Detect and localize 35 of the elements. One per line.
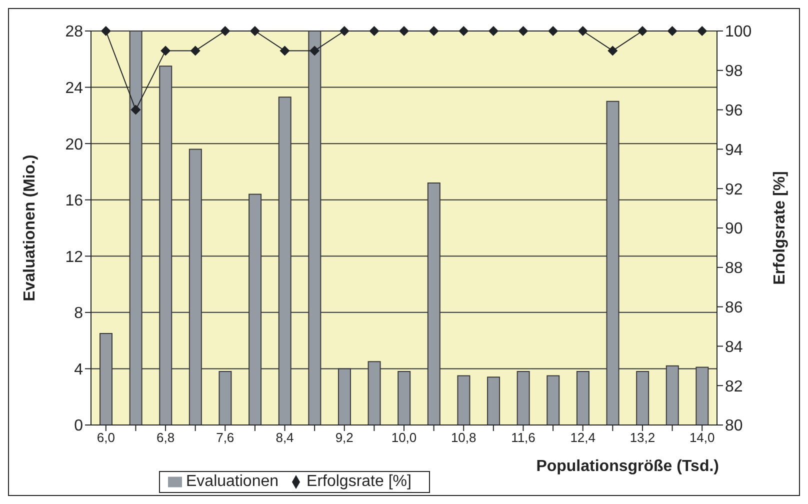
x-tick-label: 8,4	[276, 430, 294, 446]
y2-tick-label: 98	[725, 63, 743, 80]
y2-tick-label: 94	[725, 142, 743, 159]
x-tick-label: 7,6	[216, 430, 234, 446]
y-tick-label: 20	[65, 136, 84, 154]
y2-tick-label: 90	[725, 220, 743, 238]
x-axis-title: Populationsgröße (Tsd.)	[536, 458, 719, 475]
x-tick-label: 9,2	[335, 430, 354, 446]
y2-tick-label: 80	[725, 418, 743, 435]
x-tick-label: 13,2	[630, 430, 656, 446]
y2-tick-label: 88	[725, 260, 743, 278]
x-tick-label: 10,8	[450, 430, 476, 446]
x-tick-label: 12,4	[570, 430, 596, 446]
x-tick-label: 6,8	[156, 430, 175, 446]
y2-tick-label: 96	[725, 102, 743, 120]
y-tick-label: 24	[65, 80, 84, 97]
x-tick-label: 6,0	[96, 430, 115, 446]
legend-label: Evaluationen	[186, 473, 279, 490]
x-tick-label: 10,0	[391, 430, 417, 446]
y2-tick-label: 82	[725, 378, 743, 396]
y2-tick-label: 100	[725, 24, 752, 41]
y2-axis-title: Erfolgsrate [%]	[772, 171, 789, 285]
y-tick-label: 8	[74, 305, 84, 322]
legend-label: Erfolgsrate [%]	[306, 473, 412, 490]
y2-tick-label: 92	[725, 181, 743, 198]
y-tick-label: 16	[65, 192, 84, 210]
y-tick-label: 28	[65, 24, 84, 41]
x-tick-label: 14,0	[689, 430, 715, 446]
y-tick-label: 4	[74, 361, 84, 378]
x-tick-label: 11,6	[511, 430, 536, 446]
y2-tick-label: 86	[725, 299, 743, 316]
y-tick-label: 0	[74, 418, 84, 435]
y-tick-label: 12	[65, 248, 84, 266]
y-axis-title: Evaluationen (Mio.)	[22, 154, 39, 302]
y2-tick-label: 84	[725, 338, 743, 356]
